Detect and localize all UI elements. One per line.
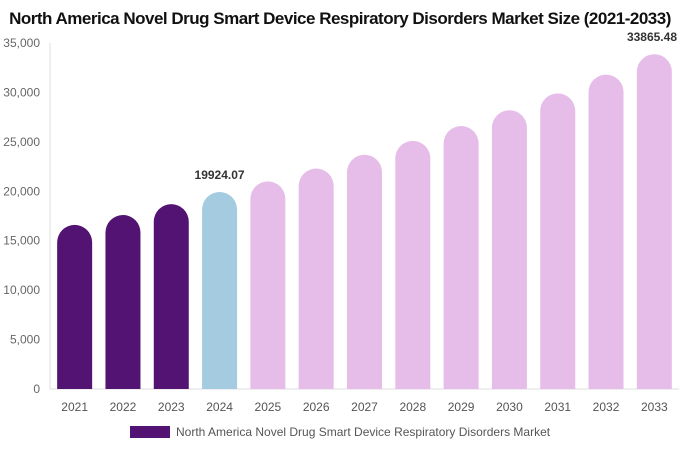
- bar-2024: [202, 192, 238, 389]
- y-tick-label: 30,000: [3, 85, 40, 99]
- x-tick-label: 2033: [641, 400, 668, 414]
- chart-title: North America Novel Drug Smart Device Re…: [9, 9, 671, 28]
- bar-2032: [588, 74, 624, 390]
- x-tick-label: 2021: [61, 400, 88, 414]
- x-tick-label: 2026: [303, 400, 330, 414]
- x-tick-label: 2028: [399, 400, 426, 414]
- x-tick-label: 2030: [496, 400, 523, 414]
- y-tick-label: 15,000: [3, 234, 40, 248]
- y-tick-label: 0: [33, 382, 40, 396]
- data-label: 19924.07: [195, 168, 245, 182]
- y-tick-label: 25,000: [3, 135, 40, 149]
- bar-2027: [347, 154, 382, 389]
- bar-2023: [153, 204, 189, 389]
- legend-label: North America Novel Drug Smart Device Re…: [176, 425, 551, 439]
- legend: North America Novel Drug Smart Device Re…: [130, 425, 550, 439]
- x-tick-label: 2027: [351, 400, 378, 414]
- x-tick-label: 2023: [158, 400, 185, 414]
- x-tick-label: 2022: [110, 400, 137, 414]
- y-tick-label: 35,000: [3, 36, 40, 50]
- data-label: 33865.48: [627, 30, 677, 44]
- bar-2031: [540, 93, 576, 389]
- bar-2029: [443, 126, 479, 389]
- bar-2025: [250, 181, 286, 389]
- x-tick-label: 2031: [544, 400, 571, 414]
- bar-2033: [636, 54, 672, 389]
- bar-2028: [395, 140, 431, 389]
- y-tick-label: 10,000: [3, 283, 40, 297]
- bar-2021: [57, 224, 93, 389]
- x-tick-label: 2024: [206, 400, 233, 414]
- x-tick-label: 2029: [448, 400, 475, 414]
- y-tick-label: 5,000: [10, 333, 40, 347]
- x-tick-label: 2025: [255, 400, 282, 414]
- bar-2026: [298, 168, 334, 389]
- bar-2030: [491, 110, 527, 390]
- x-tick-label: 2032: [593, 400, 620, 414]
- legend-swatch: [130, 426, 170, 438]
- y-tick-label: 20,000: [3, 184, 40, 198]
- bar-2022: [105, 215, 141, 389]
